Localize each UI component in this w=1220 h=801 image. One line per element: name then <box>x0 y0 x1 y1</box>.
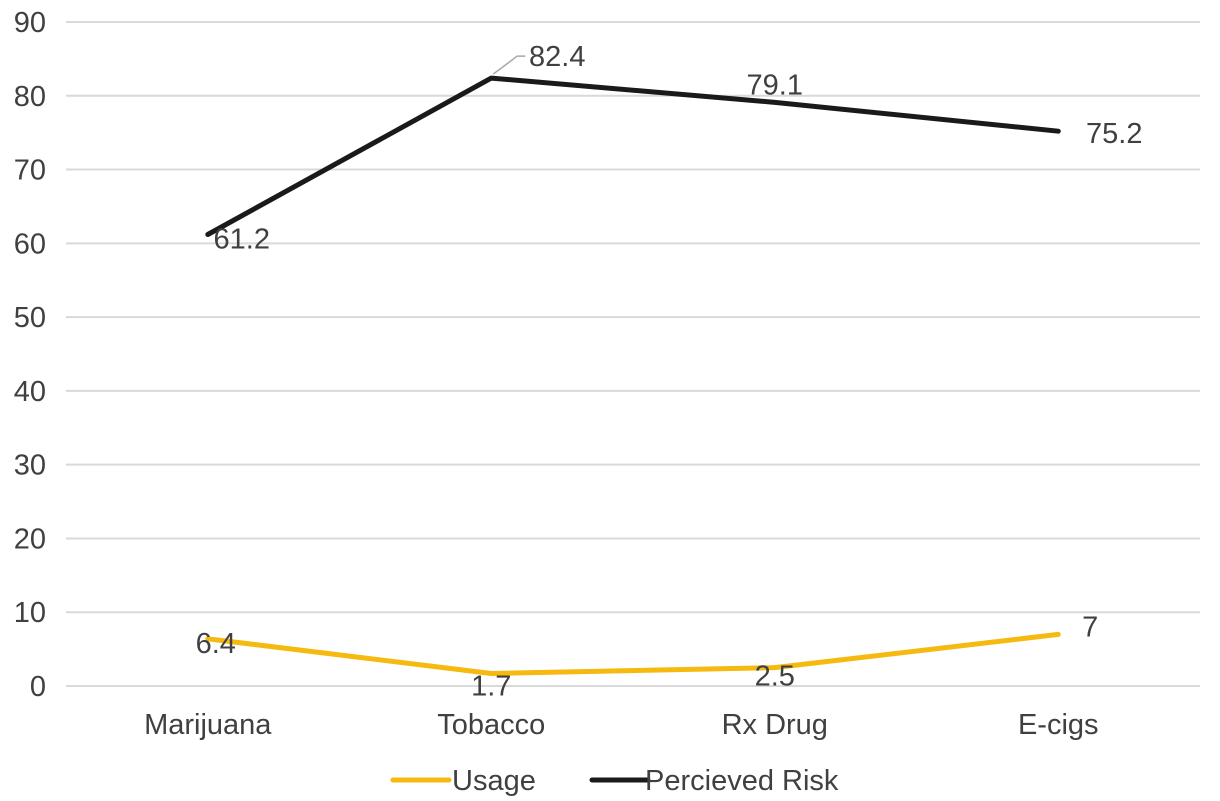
series-lines <box>205 75 1061 676</box>
x-tick-label: Rx Drug <box>722 709 828 741</box>
data-label: 79.1 <box>747 69 803 101</box>
y-tick-label: 50 <box>14 302 46 334</box>
y-tick-label: 60 <box>14 228 46 260</box>
y-tick-label: 30 <box>14 450 46 482</box>
x-tick-label: E-cigs <box>1018 709 1099 741</box>
x-tick-label: Marijuana <box>144 709 272 741</box>
data-label: 75.2 <box>1086 118 1142 150</box>
data-label: 7 <box>1082 611 1098 643</box>
y-tick-label: 90 <box>14 7 46 39</box>
data-labels: 6.4 1.7 2.5 7 61.2 82.4 79.1 75.2 <box>196 41 1143 702</box>
gridlines <box>66 21 1200 687</box>
series-line-usage <box>205 631 1061 676</box>
y-tick-label: 80 <box>14 81 46 113</box>
x-tick-label: Tobacco <box>437 709 545 741</box>
legend-label-usage: Usage <box>452 765 536 797</box>
data-label: 82.4 <box>529 41 585 73</box>
y-tick-label: 20 <box>14 523 46 555</box>
data-label: 6.4 <box>196 628 236 660</box>
legend: Usage Percieved Risk <box>390 765 839 797</box>
legend-label-percieved-risk: Percieved Risk <box>645 765 839 797</box>
data-label-leader-line <box>492 55 526 75</box>
y-tick-label: 0 <box>30 671 46 703</box>
y-tick-label: 10 <box>14 597 46 629</box>
data-label: 1.7 <box>471 670 511 702</box>
x-axis-tick-labels: Marijuana Tobacco Rx Drug E-cigs <box>144 709 1098 741</box>
data-label: 2.5 <box>755 661 795 693</box>
data-label: 61.2 <box>214 223 270 255</box>
series-line-percieved-risk <box>205 75 1061 237</box>
y-tick-label: 40 <box>14 376 46 408</box>
y-tick-label: 70 <box>14 155 46 187</box>
y-axis-tick-labels: 0 10 20 30 40 50 60 70 80 90 <box>14 7 46 703</box>
